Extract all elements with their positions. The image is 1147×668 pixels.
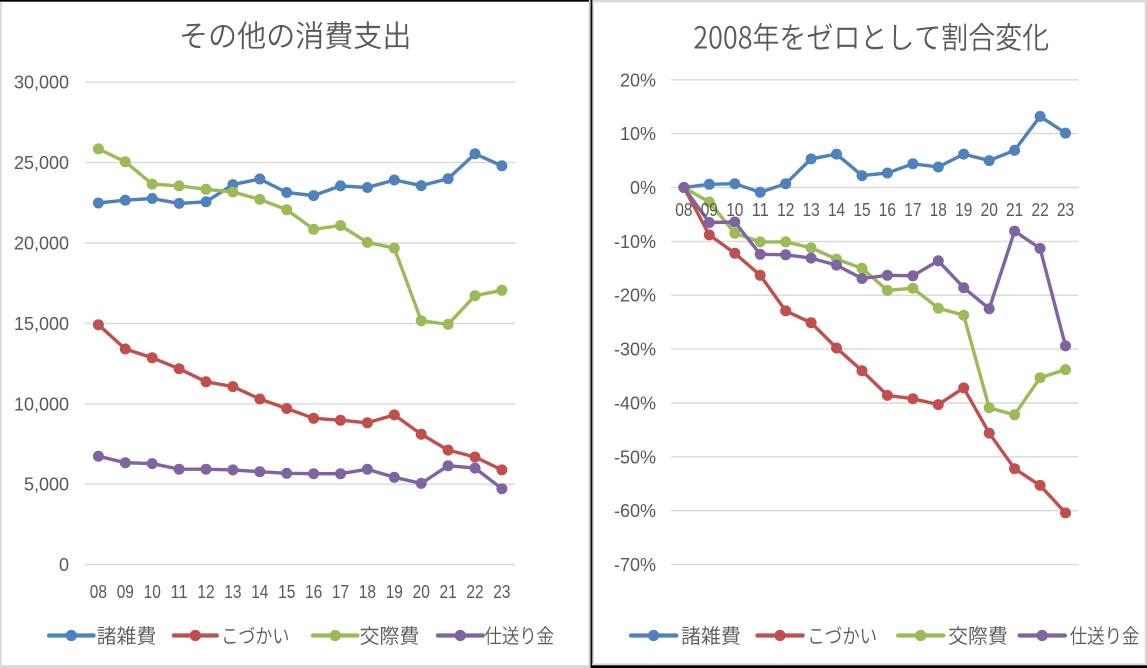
svg-text:10: 10 xyxy=(726,200,743,220)
svg-text:22: 22 xyxy=(1032,200,1049,220)
svg-text:-50%: -50% xyxy=(614,447,656,467)
svg-text:20%: 20% xyxy=(620,70,656,90)
svg-text:30,000: 30,000 xyxy=(14,73,69,93)
svg-text:-60%: -60% xyxy=(614,501,656,521)
svg-text:12: 12 xyxy=(197,582,214,602)
svg-text:21: 21 xyxy=(440,582,457,602)
svg-text:20,000: 20,000 xyxy=(14,234,69,254)
svg-text:16: 16 xyxy=(879,200,896,220)
svg-text:12: 12 xyxy=(777,200,794,220)
svg-text:-10%: -10% xyxy=(614,232,656,252)
svg-text:0%: 0% xyxy=(630,178,656,198)
svg-text:25,000: 25,000 xyxy=(14,153,69,173)
svg-text:20: 20 xyxy=(413,582,430,602)
svg-text:15,000: 15,000 xyxy=(14,314,69,334)
svg-text:19: 19 xyxy=(386,582,403,602)
svg-text:17: 17 xyxy=(332,582,349,602)
svg-text:13: 13 xyxy=(224,582,241,602)
svg-text:-20%: -20% xyxy=(614,286,656,306)
svg-text:18: 18 xyxy=(359,582,376,602)
svg-text:-30%: -30% xyxy=(614,340,656,360)
svg-text:18: 18 xyxy=(930,200,947,220)
svg-text:10: 10 xyxy=(144,582,161,602)
svg-text:-70%: -70% xyxy=(614,555,656,575)
svg-text:5,000: 5,000 xyxy=(24,475,69,495)
svg-text:08: 08 xyxy=(675,200,692,220)
svg-text:15: 15 xyxy=(853,200,870,220)
svg-text:13: 13 xyxy=(803,200,820,220)
svg-text:08: 08 xyxy=(90,582,107,602)
svg-text:-40%: -40% xyxy=(614,394,656,414)
svg-text:09: 09 xyxy=(701,200,718,220)
svg-text:14: 14 xyxy=(828,200,845,220)
svg-text:10,000: 10,000 xyxy=(14,394,69,414)
svg-text:15: 15 xyxy=(278,582,295,602)
svg-text:0: 0 xyxy=(59,555,69,575)
svg-text:19: 19 xyxy=(955,200,972,220)
svg-text:23: 23 xyxy=(1057,200,1074,220)
svg-text:23: 23 xyxy=(493,582,510,602)
svg-text:21: 21 xyxy=(1006,200,1023,220)
svg-text:09: 09 xyxy=(117,582,134,602)
svg-text:10%: 10% xyxy=(620,124,656,144)
svg-text:22: 22 xyxy=(466,582,483,602)
svg-text:17: 17 xyxy=(904,200,921,220)
svg-text:14: 14 xyxy=(251,582,268,602)
svg-text:11: 11 xyxy=(171,582,188,602)
svg-text:11: 11 xyxy=(752,200,769,220)
svg-text:20: 20 xyxy=(981,200,998,220)
svg-text:16: 16 xyxy=(305,582,322,602)
